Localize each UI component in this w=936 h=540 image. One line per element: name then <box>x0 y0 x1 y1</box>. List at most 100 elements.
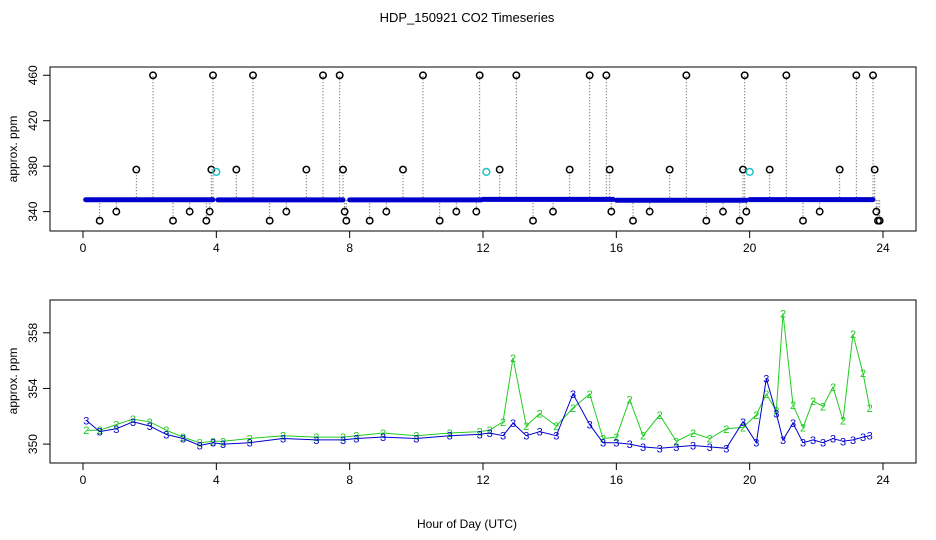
bottom-series-point-label: 2 <box>380 428 386 440</box>
top-data-point <box>585 71 594 80</box>
bottom-series-point-label: 3 <box>523 431 529 443</box>
top-data-point <box>419 71 427 80</box>
bottom-series-point-label: 2 <box>130 414 136 426</box>
top-data-point <box>232 165 241 174</box>
bottom-series-point-label: 2 <box>280 431 286 443</box>
bottom-series-point-label: 3 <box>197 440 203 452</box>
top-data-point <box>852 71 861 80</box>
bottom-series-point-label: 3 <box>477 429 483 441</box>
bottom-series-point-label: 2 <box>780 308 786 320</box>
bottom-series-point-label: 3 <box>613 438 619 450</box>
bottom-series-point-label: 3 <box>867 431 873 443</box>
bottom-series-point-label: 3 <box>810 435 816 447</box>
top-x-tick-label: 24 <box>876 241 890 255</box>
bottom-series-point-label: 3 <box>800 438 806 450</box>
bottom-series-point-label: 2 <box>800 422 806 434</box>
top-data-point <box>342 216 351 225</box>
top-data-point <box>872 207 881 216</box>
bottom-series-point-label: 2 <box>707 434 713 446</box>
bottom-series-point-label: 2 <box>860 368 866 380</box>
chart-title: HDP_150921 CO2 Timeseries <box>380 10 555 25</box>
bottom-x-tick-label: 24 <box>876 473 890 487</box>
top-data-point <box>339 165 347 174</box>
bottom-series-point-label: 2 <box>613 432 619 444</box>
bottom-series-point-label: 3 <box>113 424 119 436</box>
bottom-series-line <box>85 378 870 449</box>
bottom-series-point-label: 2 <box>510 353 516 365</box>
top-data-point <box>302 165 311 174</box>
bottom-series-point-label: 2 <box>790 400 796 412</box>
top-data-point <box>565 165 574 174</box>
bottom-series-point-label: 2 <box>820 402 826 414</box>
bottom-series-point-label: 2 <box>340 432 346 444</box>
bottom-series-point-label: 2 <box>113 420 119 432</box>
bottom-series-point-label: 2 <box>690 428 696 440</box>
bottom-series-point-label: 3 <box>640 442 646 454</box>
bottom-series-point-label: 3 <box>600 438 606 450</box>
bottom-series-point-label: 3 <box>280 434 286 446</box>
bottom-series-point-label: 2 <box>447 428 453 440</box>
top-data-point <box>782 71 791 80</box>
top-x-tick-label: 20 <box>743 241 757 255</box>
top-data-point <box>815 207 824 216</box>
bottom-series-point-label: 3 <box>553 431 559 443</box>
bottom-series-point-label: 2 <box>313 432 319 444</box>
top-data-point <box>335 71 344 80</box>
x-axis-label: Hour of Day (UTC) <box>417 517 517 531</box>
bottom-series-point-label: 3 <box>487 428 493 440</box>
top-y-axis-label: approx. ppm <box>6 116 20 183</box>
bottom-series-point-label: 2 <box>657 410 663 422</box>
bottom-series-point-label: 2 <box>673 436 679 448</box>
top-y-tick-label: 340 <box>26 201 40 221</box>
bottom-y-tick-label: 354 <box>26 378 40 398</box>
bottom-series-point-label: 3 <box>780 435 786 447</box>
top-data-point <box>607 207 616 216</box>
bottom-x-tick-label: 12 <box>476 473 490 487</box>
bottom-series-point-label: 3 <box>850 435 856 447</box>
top-data-point <box>209 71 217 80</box>
top-x-tick-label: 8 <box>346 241 353 255</box>
bottom-series-point-label: 2 <box>83 425 89 437</box>
bottom-series-point-label: 2 <box>537 408 543 420</box>
bottom-series-point-label: 3 <box>83 415 89 427</box>
top-data-point <box>835 165 844 174</box>
bottom-series-point-label: 3 <box>740 417 746 429</box>
bottom-series-point-label: 2 <box>600 434 606 446</box>
top-data-point <box>452 207 461 216</box>
top-data-point <box>605 165 614 174</box>
bottom-series-point-label: 2 <box>867 403 873 415</box>
bottom-series-point-label: 3 <box>723 443 729 455</box>
bottom-series-point-label: 2 <box>220 436 226 448</box>
top-panel: approx. ppm 0 4 8 12 16 20 24 340 380 420 460 <box>6 65 917 255</box>
bottom-series-point-label: 2 <box>163 425 169 437</box>
top-data-point <box>265 216 274 225</box>
bottom-series-point-label: 3 <box>860 432 866 444</box>
bottom-series-point-label: 3 <box>413 434 419 446</box>
top-flag-point <box>482 167 491 177</box>
top-data-point <box>870 165 879 174</box>
bottom-series-point-label: 3 <box>537 427 543 439</box>
bottom-series-point-label: 3 <box>587 420 593 432</box>
bottom-series-point-label: 2 <box>477 427 483 439</box>
top-data-point <box>202 216 211 225</box>
bottom-series-point-label: 3 <box>163 429 169 441</box>
top-data-point <box>799 216 807 225</box>
bottom-series-point-label: 2 <box>570 403 576 415</box>
top-data-point <box>95 216 104 225</box>
top-flag-point <box>212 167 221 177</box>
bottom-series-point-label: 2 <box>810 396 816 408</box>
bottom-series-point-label: 3 <box>627 439 633 451</box>
top-data-point <box>495 165 504 174</box>
top-x-tick-label: 12 <box>476 241 490 255</box>
bottom-y-tick-label: 358 <box>26 322 40 342</box>
bottom-series-point-label: 3 <box>790 418 796 430</box>
top-data-point <box>719 207 727 216</box>
top-data-point <box>665 165 674 174</box>
top-x-tick-label: 0 <box>80 241 87 255</box>
top-data-point <box>149 71 157 80</box>
bottom-series-point-label: 3 <box>147 421 153 433</box>
bottom-series-point-label: 3 <box>220 439 226 451</box>
bottom-series-point-label: 2 <box>627 395 633 407</box>
